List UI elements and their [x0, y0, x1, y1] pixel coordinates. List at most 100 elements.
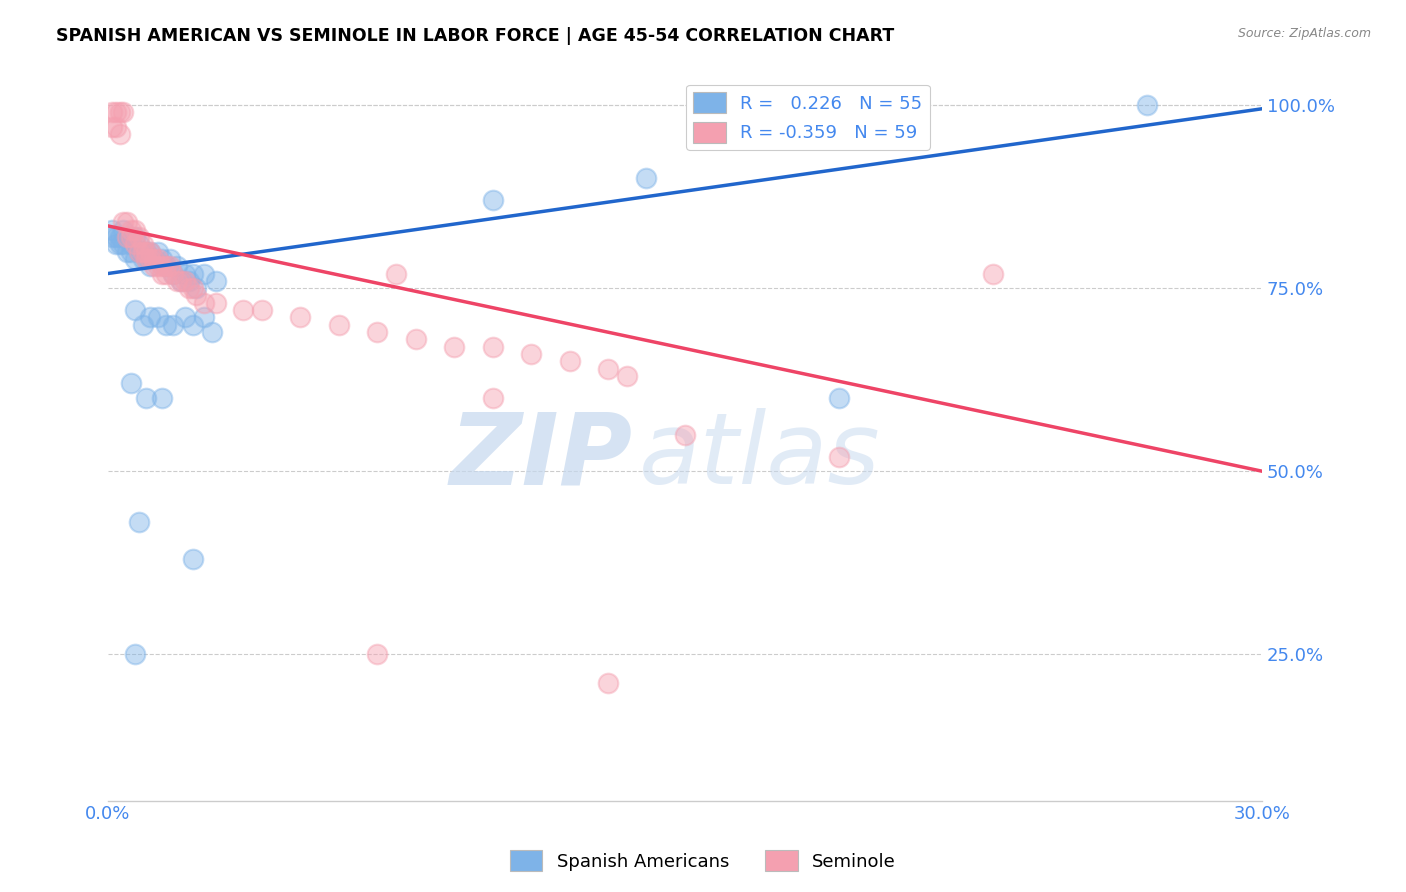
Point	[146, 252, 169, 266]
Point	[115, 215, 138, 229]
Point	[162, 267, 184, 281]
Point	[135, 252, 157, 266]
Point	[166, 259, 188, 273]
Point	[120, 237, 142, 252]
Point	[120, 230, 142, 244]
Point	[366, 647, 388, 661]
Point	[181, 318, 204, 332]
Text: Source: ZipAtlas.com: Source: ZipAtlas.com	[1237, 27, 1371, 40]
Point	[186, 288, 208, 302]
Point	[101, 222, 124, 236]
Point	[108, 128, 131, 142]
Point	[112, 105, 135, 120]
Point	[405, 332, 427, 346]
Point	[143, 252, 166, 266]
Point	[143, 252, 166, 266]
Point	[115, 244, 138, 259]
Point	[443, 340, 465, 354]
Point	[135, 252, 157, 266]
Point	[124, 252, 146, 266]
Point	[596, 361, 619, 376]
Point	[108, 105, 131, 120]
Point	[104, 230, 127, 244]
Point	[124, 237, 146, 252]
Point	[177, 274, 200, 288]
Legend: R =   0.226   N = 55, R = -0.359   N = 59: R = 0.226 N = 55, R = -0.359 N = 59	[686, 85, 929, 150]
Point	[201, 325, 224, 339]
Point	[124, 222, 146, 236]
Point	[155, 318, 177, 332]
Point	[139, 259, 162, 273]
Point	[159, 259, 181, 273]
Legend: Spanish Americans, Seminole: Spanish Americans, Seminole	[503, 843, 903, 879]
Point	[174, 310, 197, 325]
Point	[128, 516, 150, 530]
Point	[146, 310, 169, 325]
Point	[101, 230, 124, 244]
Point	[104, 120, 127, 134]
Point	[155, 259, 177, 273]
Point	[155, 267, 177, 281]
Point	[131, 244, 153, 259]
Point	[186, 281, 208, 295]
Point	[131, 318, 153, 332]
Point	[135, 244, 157, 259]
Point	[139, 244, 162, 259]
Point	[596, 676, 619, 690]
Point	[193, 295, 215, 310]
Point	[150, 252, 173, 266]
Point	[120, 244, 142, 259]
Point	[481, 340, 503, 354]
Point	[128, 244, 150, 259]
Point	[250, 303, 273, 318]
Point	[616, 369, 638, 384]
Point	[481, 391, 503, 405]
Point	[385, 267, 408, 281]
Point	[170, 274, 193, 288]
Point	[124, 303, 146, 318]
Point	[181, 552, 204, 566]
Point	[135, 391, 157, 405]
Point	[162, 267, 184, 281]
Point	[155, 259, 177, 273]
Point	[1135, 98, 1157, 112]
Point	[124, 230, 146, 244]
Point	[170, 274, 193, 288]
Point	[150, 391, 173, 405]
Point	[150, 259, 173, 273]
Point	[128, 237, 150, 252]
Point	[290, 310, 312, 325]
Point	[131, 252, 153, 266]
Point	[104, 105, 127, 120]
Point	[143, 259, 166, 273]
Point	[981, 267, 1004, 281]
Point	[139, 310, 162, 325]
Point	[101, 120, 124, 134]
Point	[146, 259, 169, 273]
Point	[174, 267, 197, 281]
Point	[128, 244, 150, 259]
Point	[146, 244, 169, 259]
Point	[115, 230, 138, 244]
Point	[673, 427, 696, 442]
Point	[204, 274, 226, 288]
Point	[131, 244, 153, 259]
Point	[162, 318, 184, 332]
Point	[112, 215, 135, 229]
Point	[828, 391, 851, 405]
Point	[112, 222, 135, 236]
Point	[131, 237, 153, 252]
Point	[636, 171, 658, 186]
Point	[193, 310, 215, 325]
Point	[481, 194, 503, 208]
Point	[204, 295, 226, 310]
Point	[558, 354, 581, 368]
Point	[120, 376, 142, 391]
Point	[159, 252, 181, 266]
Point	[139, 244, 162, 259]
Point	[115, 230, 138, 244]
Point	[181, 281, 204, 295]
Point	[128, 230, 150, 244]
Text: ZIP: ZIP	[450, 408, 633, 505]
Point	[193, 267, 215, 281]
